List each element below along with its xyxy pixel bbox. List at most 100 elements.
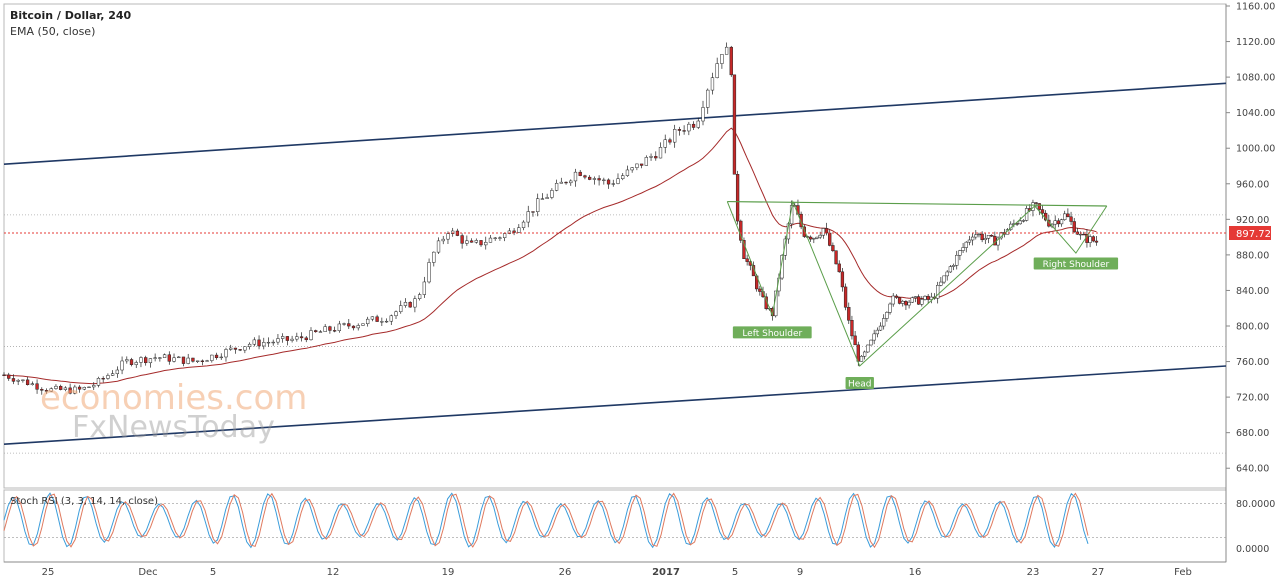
current-price-badge [1229, 226, 1271, 240]
candle-body [616, 178, 620, 184]
candle-body [233, 347, 238, 350]
time-tick-label: 19 [442, 567, 455, 578]
candle-body [115, 369, 120, 374]
candle-body [758, 288, 762, 292]
candle-body [54, 385, 58, 389]
candle-body [831, 245, 835, 252]
pattern-label-box [1033, 257, 1119, 270]
candle-body [872, 333, 876, 341]
price-tick-label: 880.00 [1236, 250, 1269, 261]
candle-body [668, 139, 672, 143]
candle-body [526, 211, 530, 223]
candle-body [536, 198, 540, 212]
candle-body [219, 356, 223, 359]
candle-body [948, 266, 953, 273]
candle-body [139, 357, 143, 363]
candle-body [588, 176, 592, 180]
candle-body [1066, 213, 1070, 218]
candle-body [304, 337, 308, 341]
candle-body [677, 129, 682, 131]
price-tick-label: 680.00 [1236, 428, 1269, 439]
candle-body [153, 357, 157, 359]
candle-body [347, 323, 351, 327]
candle-body [205, 360, 209, 362]
candle-body [974, 234, 978, 238]
candle-body [602, 179, 606, 181]
candle-body [432, 251, 436, 263]
ema-line [3, 127, 1097, 385]
candle-body [869, 339, 873, 346]
candle-body [980, 233, 984, 241]
candle-body [611, 183, 615, 185]
candle-body [271, 341, 275, 344]
candle-body [990, 234, 994, 237]
candle-body [59, 385, 63, 390]
candle-body [16, 380, 20, 382]
candle-body [955, 254, 959, 266]
candle-body [597, 178, 601, 181]
candle-body [224, 349, 228, 358]
candle-body [380, 321, 384, 323]
price-tick-label: 1000.00 [1236, 144, 1275, 155]
time-tick-label: 12 [327, 567, 340, 578]
candle-body [1018, 220, 1022, 225]
candle-body [926, 295, 930, 300]
neckline [727, 200, 1107, 207]
candle-body [875, 329, 879, 335]
candle-body [460, 235, 464, 244]
candle-body [252, 339, 256, 345]
candle-body [951, 265, 956, 267]
candle-body [907, 301, 911, 306]
candle-body [479, 240, 483, 246]
candle-body [732, 74, 737, 175]
candle-body [850, 320, 854, 337]
candle-body [540, 198, 545, 200]
candle-body [366, 318, 370, 324]
candle-body [885, 312, 889, 319]
candle-body [148, 358, 153, 364]
candle-body [783, 238, 787, 256]
candle-body [384, 320, 389, 323]
time-tick-label: 27 [1092, 567, 1105, 578]
candle-body [214, 354, 219, 358]
candle-body [977, 233, 981, 236]
stoch-tick-label: 0.0000 [1236, 544, 1269, 555]
main-pane-frame [3, 3, 1227, 489]
candle-body [545, 197, 549, 199]
candle-body [720, 54, 724, 64]
candle-body [592, 178, 597, 180]
candle-body [1088, 236, 1092, 243]
candle-body [715, 63, 719, 78]
candle-body [40, 389, 44, 391]
candle-body [967, 239, 972, 243]
candle-body [673, 129, 677, 143]
candle-body [247, 343, 252, 347]
candle-body [68, 387, 72, 394]
pattern-label-box [845, 377, 874, 389]
candle-body [394, 311, 398, 317]
candle-body [739, 220, 743, 241]
candle-body [11, 378, 16, 382]
candle-body [257, 339, 261, 347]
candle-body [77, 386, 82, 390]
candle-body [361, 323, 365, 326]
candle-body [295, 336, 299, 340]
candle-body [904, 301, 908, 306]
time-tick-label: 23 [1027, 567, 1040, 578]
candle-body [172, 357, 176, 362]
candle-body [474, 240, 478, 243]
channel-upper-line [3, 82, 1227, 166]
candle-body [939, 281, 943, 286]
price-tick-label: 640.00 [1236, 464, 1269, 475]
price-axis-labels: 1160.00 1120.00 1080.00 1040.00 1000.00 960.0… [1226, 2, 1275, 475]
candle-body [894, 295, 899, 298]
price-tick-label: 1160.00 [1236, 2, 1275, 13]
candle-body [1072, 221, 1076, 233]
time-tick-label: 26 [559, 567, 572, 578]
candle-body [897, 297, 902, 304]
candle-body [916, 296, 921, 305]
current-price-value: 897.72 [1236, 229, 1271, 240]
candle-body [882, 318, 886, 327]
candle-body [351, 325, 356, 329]
candle-body [403, 302, 408, 306]
